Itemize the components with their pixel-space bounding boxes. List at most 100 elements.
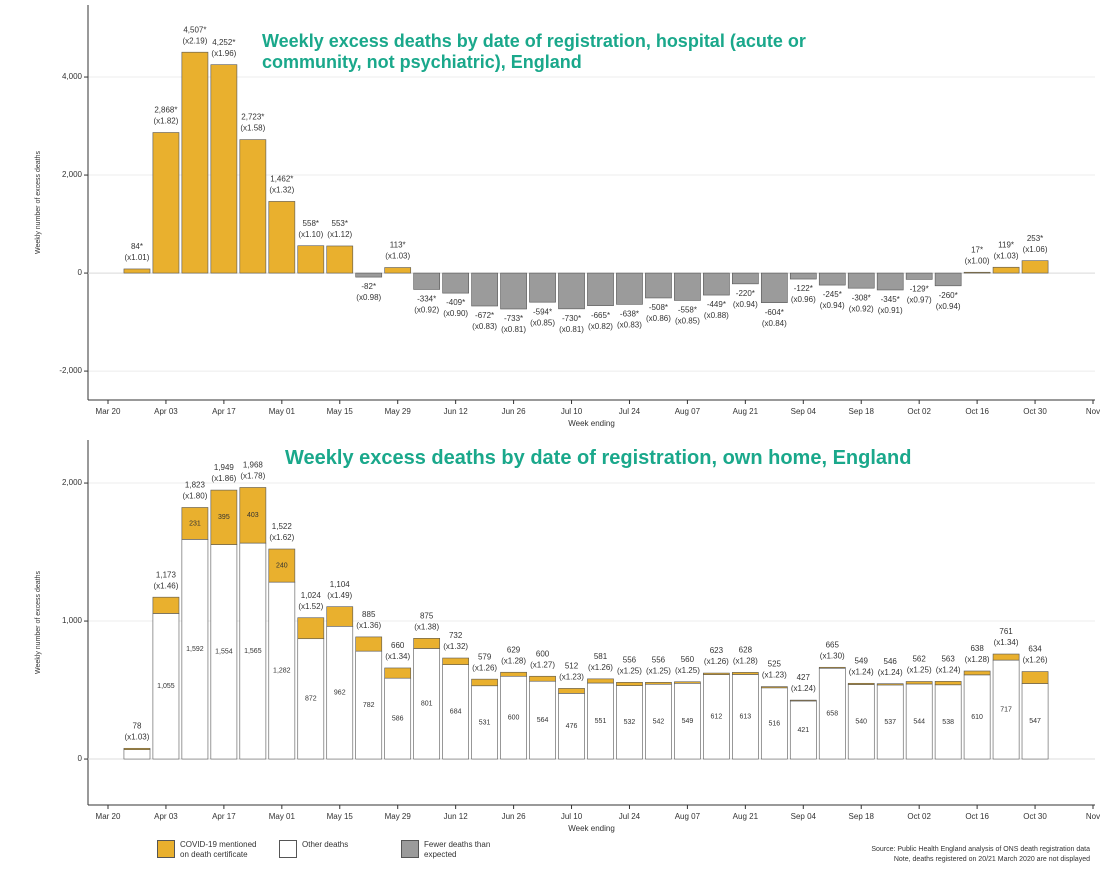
total-label: 556 — [652, 655, 666, 664]
segment-label: 544 — [913, 718, 925, 725]
x-tick-label: Apr 03 — [154, 407, 178, 416]
ratio-label: (x1.25) — [646, 666, 671, 675]
x-tick-label: Jul 24 — [619, 407, 641, 416]
x-tick-label: Jun 12 — [444, 812, 469, 821]
x-tick-label: Nov — [1086, 407, 1100, 416]
ratio-label: (x1.25) — [675, 666, 700, 675]
x-tick-label: Apr 17 — [212, 407, 236, 416]
bar — [529, 272, 556, 303]
ratio-label: (x1.24) — [849, 667, 874, 676]
value-label: -730* — [562, 314, 581, 323]
segment-label: 717 — [1000, 706, 1012, 713]
ratio-label: (x1.25) — [907, 666, 932, 675]
bar-segment — [442, 657, 469, 665]
x-tick-label: Apr 17 — [212, 812, 236, 821]
bar — [587, 272, 614, 306]
total-label: 427 — [797, 673, 811, 682]
value-label: -245* — [823, 290, 842, 299]
bar-segment — [789, 700, 817, 760]
value-label: 119* — [998, 240, 1014, 249]
legend-label: Other deaths — [302, 840, 349, 849]
bar-segment — [789, 699, 817, 702]
ratio-label: (x0.96) — [791, 295, 816, 304]
bar-segment — [123, 747, 151, 750]
x-axis-label: Week ending — [568, 419, 615, 428]
value-label: 253* — [1027, 234, 1043, 243]
segment-label: 1,565 — [244, 648, 262, 655]
value-label: -508* — [649, 303, 668, 312]
value-label: 84* — [131, 242, 143, 251]
segment-label: 231 — [189, 520, 201, 527]
ratio-label: (x1.78) — [240, 472, 265, 481]
bar — [876, 272, 904, 291]
ratio-label: (x1.06) — [1023, 245, 1048, 254]
total-label: 78 — [133, 721, 142, 730]
ratio-label: (x1.03) — [994, 251, 1019, 260]
x-tick-label: Oct 02 — [907, 407, 931, 416]
bar-segment — [616, 682, 643, 686]
ratio-label: (x0.81) — [501, 325, 526, 334]
value-label: -665* — [591, 311, 610, 320]
total-label: 665 — [826, 640, 840, 649]
legend-label: Fewer deaths than expected — [424, 840, 491, 859]
ratio-label: (x1.32) — [269, 186, 294, 195]
bar-segment — [326, 606, 354, 627]
legend: COVID-19 mentioned on death certificate O… — [157, 840, 523, 860]
segment-label: 421 — [797, 727, 809, 734]
segment-label: 395 — [218, 514, 230, 521]
bar — [384, 267, 412, 274]
segment-label: 564 — [537, 717, 549, 724]
value-label: -82* — [361, 282, 376, 291]
ratio-label: (x0.88) — [704, 311, 729, 320]
value-label: 17* — [971, 245, 983, 254]
bar-segment — [818, 667, 846, 760]
bar — [210, 64, 238, 274]
x-tick-label: May 29 — [385, 407, 412, 416]
ratio-label: (x1.10) — [298, 230, 323, 239]
value-label: 558* — [303, 219, 319, 228]
bar — [181, 51, 209, 274]
segment-label: 540 — [855, 719, 867, 726]
source: Source: Public Health England analysis o… — [871, 846, 1090, 853]
ratio-label: (x0.90) — [443, 309, 468, 318]
legend-label: COVID-19 mentioned on death certificate — [180, 840, 257, 859]
ratio-label: (x1.26) — [588, 663, 613, 672]
ratio-label: (x0.83) — [617, 320, 642, 329]
ratio-label: (x0.85) — [675, 317, 700, 326]
bar-segment — [529, 675, 556, 682]
bar-segment — [905, 681, 933, 685]
value-label: 2,723* — [241, 113, 264, 122]
x-tick-label: Sep 04 — [791, 407, 817, 416]
y-tick-label: 2,000 — [62, 170, 83, 179]
ratio-label: (x1.23) — [559, 673, 584, 682]
segment-label: 549 — [682, 718, 694, 725]
value-label: 1,462* — [270, 175, 293, 184]
ratio-label: (x1.62) — [269, 533, 294, 542]
bar — [471, 272, 498, 307]
bar-segment — [268, 548, 296, 583]
x-tick-label: Jun 12 — [444, 407, 469, 416]
ratio-label: (x0.84) — [762, 319, 787, 328]
segment-label: 613 — [740, 714, 752, 721]
bar-segment — [703, 674, 730, 760]
x-tick-label: Mar 20 — [96, 407, 121, 416]
total-label: 1,173 — [156, 570, 177, 579]
bar-segment — [847, 682, 875, 685]
value-label: -334* — [417, 295, 436, 304]
value-label: 553* — [332, 219, 348, 228]
segment-label: 531 — [479, 719, 491, 726]
ratio-label: (x1.28) — [733, 656, 758, 665]
total-label: 1,968 — [243, 461, 264, 470]
value-label: -345* — [881, 295, 900, 304]
segment-label: 872 — [305, 696, 317, 703]
ratio-label: (x1.80) — [182, 492, 207, 501]
bar — [645, 272, 672, 299]
bar-segment — [732, 672, 759, 675]
value-label: -672* — [475, 311, 494, 320]
ratio-label: (x0.94) — [733, 300, 758, 309]
ratio-label: (x2.19) — [182, 36, 207, 45]
total-label: 549 — [855, 656, 869, 665]
segment-label: 684 — [450, 709, 462, 716]
segment-label: 1,282 — [273, 667, 291, 674]
bar — [355, 272, 383, 278]
